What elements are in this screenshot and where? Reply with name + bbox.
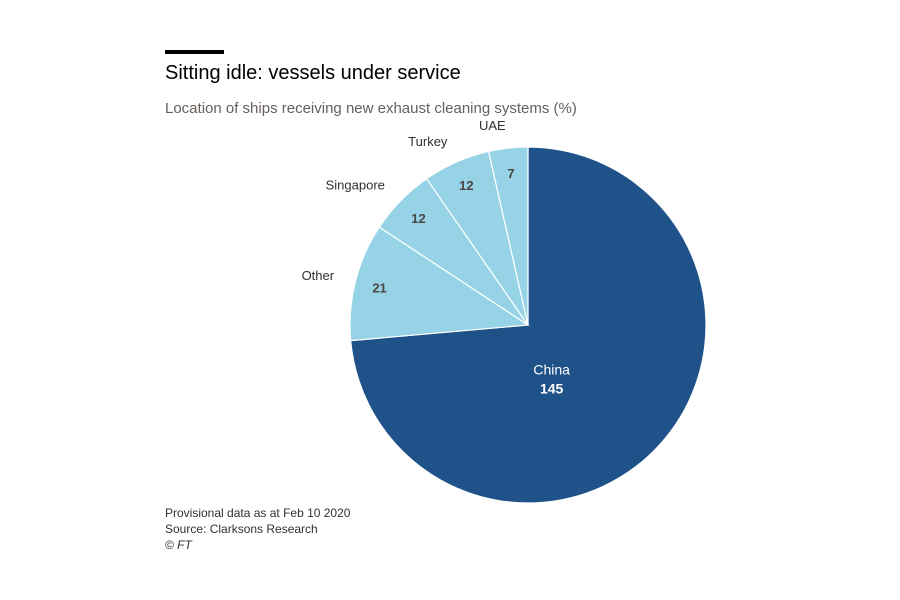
provisional-note: Provisional data as at Feb 10 2020 (165, 506, 351, 520)
slice-label-china: China (533, 362, 570, 378)
header-rule (165, 50, 224, 54)
slice-value-other: 21 (372, 281, 386, 296)
slice-label-other: Other (302, 268, 335, 283)
copyright-credit: © FT (165, 538, 192, 552)
slice-label-singapore: Singapore (326, 177, 385, 192)
chart-title: Sitting idle: vessels under service (165, 62, 461, 84)
slice-value-uae: 7 (507, 166, 514, 181)
slice-value-singapore: 12 (411, 211, 425, 226)
slice-value-china: 145 (540, 381, 564, 397)
source-note: Source: Clarksons Research (165, 522, 318, 536)
pie-slice-other (349, 226, 530, 342)
chart-footer: Provisional data as at Feb 10 2020 Sourc… (165, 505, 350, 553)
chart-subtitle: Location of ships receiving new exhaust … (165, 100, 577, 117)
slice-label-turkey: Turkey (408, 134, 448, 149)
pie-slice-uae (487, 146, 529, 326)
slice-value-turkey: 12 (459, 178, 473, 193)
slice-label-uae: UAE (479, 118, 506, 133)
